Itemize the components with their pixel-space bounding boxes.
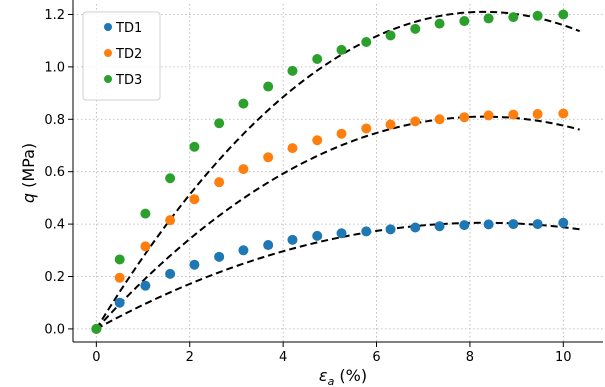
- y-tick-label: 0.6: [44, 165, 65, 180]
- data-point-td3: [558, 9, 569, 20]
- grid: [73, 4, 603, 342]
- data-point-td2: [361, 123, 372, 134]
- y-tick-label: 0.2: [44, 270, 65, 285]
- fit-curve-td2: [95, 115, 580, 330]
- x-tick-label: 4: [279, 350, 287, 365]
- legend-label-td3: TD3: [115, 73, 142, 88]
- data-point-td3: [483, 13, 494, 24]
- y-tick-label: 0.4: [44, 218, 65, 233]
- data-point-td3: [459, 16, 470, 27]
- legend-label-td1: TD1: [115, 21, 142, 36]
- data-point-td1: [558, 217, 569, 228]
- data-point-td2: [165, 215, 176, 226]
- data-point-td2: [434, 114, 445, 125]
- data-point-td3: [336, 44, 347, 55]
- data-point-td2: [287, 143, 298, 154]
- data-point-td2: [508, 109, 519, 120]
- data-point-td2: [312, 135, 323, 146]
- data-point-td1: [508, 219, 519, 230]
- legend-box: [82, 11, 161, 101]
- data-point-td1: [140, 280, 151, 291]
- x-axis-label-unit: (%): [334, 366, 367, 385]
- data-point-td1: [434, 221, 445, 232]
- data-point-td3: [238, 98, 249, 109]
- axes: [72, 0, 603, 343]
- fit-curves: [95, 10, 581, 330]
- data-point-td3: [263, 81, 274, 92]
- data-point-td1: [165, 268, 176, 279]
- data-point-td3: [532, 10, 543, 21]
- data-point-td3: [312, 54, 323, 65]
- y-axis-label-unit: (MPa): [19, 143, 38, 193]
- x-tick-label: 6: [372, 350, 380, 365]
- data-point-td2: [114, 272, 125, 283]
- data-point-td1: [263, 240, 274, 251]
- data-point-td1: [361, 226, 372, 237]
- y-tick-label: 0.8: [44, 113, 65, 128]
- x-tick-label: 8: [466, 350, 474, 365]
- data-point-td1: [114, 297, 125, 308]
- data-point-td2: [459, 112, 470, 123]
- y-tick-label: 1.2: [44, 8, 65, 23]
- data-point-td3: [361, 36, 372, 47]
- y-tick-label: 0.0: [44, 322, 65, 337]
- legend-label-td2: TD2: [115, 47, 142, 62]
- data-point-td1: [312, 230, 323, 241]
- data-point-td3: [189, 141, 200, 152]
- data-point-td2: [410, 116, 421, 127]
- legend-marker-td2: [104, 49, 112, 57]
- data-point-td3: [114, 254, 125, 265]
- data-point-td1: [287, 234, 298, 245]
- legend: TD1 TD2 TD3: [82, 11, 161, 101]
- data-point-td1: [214, 251, 225, 262]
- data-points: [91, 9, 569, 334]
- data-point-td2: [263, 152, 274, 163]
- y-axis-label: q (MPa): [19, 143, 38, 203]
- x-tick-label: 2: [186, 350, 194, 365]
- data-point-td3: [287, 65, 298, 76]
- x-axis-label: εa (%): [319, 366, 367, 387]
- data-point-td2: [214, 177, 225, 188]
- x-axis-label-var: ε: [319, 366, 328, 385]
- data-point-td1: [189, 259, 200, 270]
- legend-marker-td3: [104, 75, 112, 83]
- y-axis-label-var: q: [19, 193, 38, 203]
- data-point-td1: [385, 224, 396, 235]
- data-point-td1: [238, 245, 249, 256]
- data-point-td1: [336, 228, 347, 239]
- x-tick-label: 0: [92, 350, 100, 365]
- data-point-td3: [434, 18, 445, 29]
- data-point-td3: [91, 323, 102, 334]
- data-point-td3: [508, 12, 519, 23]
- data-point-td3: [385, 30, 396, 41]
- data-point-td1: [532, 219, 543, 230]
- data-point-td2: [532, 109, 543, 120]
- x-tick-label: 10: [555, 350, 572, 365]
- legend-marker-td1: [104, 23, 112, 31]
- fit-curve-td1: [95, 221, 580, 330]
- y-tick-label: 1.0: [44, 60, 65, 75]
- data-point-td3: [140, 208, 151, 219]
- data-point-td2: [483, 110, 494, 121]
- data-point-td3: [410, 23, 421, 34]
- data-point-td1: [410, 222, 421, 233]
- data-point-td2: [189, 194, 200, 205]
- data-point-td2: [558, 108, 569, 119]
- data-point-td2: [238, 164, 249, 175]
- data-point-td2: [336, 128, 347, 139]
- fit-curve-td3: [95, 10, 581, 330]
- ticks: 0 2 4 6 8 10 0.0 0.2 0.4 0.6 0.8 1.0 1.2: [44, 8, 571, 365]
- data-point-td3: [214, 118, 225, 129]
- data-point-td3: [165, 173, 176, 184]
- x-axis-label-sub: a: [328, 375, 335, 387]
- data-point-td2: [385, 119, 396, 130]
- data-point-td1: [459, 220, 470, 231]
- data-point-td1: [483, 219, 494, 230]
- data-point-td2: [140, 241, 151, 252]
- legend-items: TD1 TD2 TD3: [104, 21, 142, 88]
